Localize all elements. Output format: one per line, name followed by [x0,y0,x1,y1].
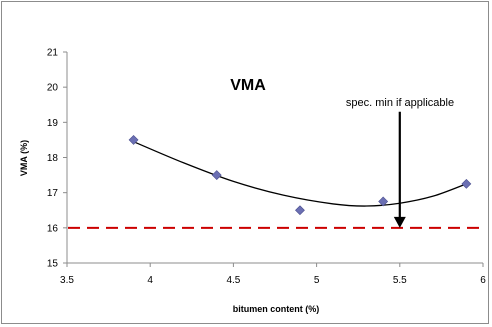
y-tick-label: 21 [47,48,59,59]
x-tick-label: 6 [480,275,486,286]
trendline [133,141,467,207]
y-tick-label: 19 [47,118,59,129]
annotation-arrowhead [393,216,406,228]
x-ticks: 3.5 4 4.5 5 5.5 6 [60,263,486,286]
y-tick-label: 16 [47,223,59,234]
y-tick-label: 17 [47,188,59,199]
y-tick-label: 15 [47,259,59,270]
data-point [128,134,139,145]
y-tick-label: 18 [47,153,59,164]
x-tick-label: 4 [147,275,153,286]
x-tick-label: 5 [314,275,320,286]
x-tick-label: 5.5 [393,275,407,286]
x-tick-label: 4.5 [226,275,240,286]
chart-frame [1,1,489,324]
data-point [461,178,472,189]
x-tick-label: 3.5 [60,275,74,286]
data-point [295,205,305,216]
data-points [128,134,472,216]
data-point [211,170,222,181]
y-tick-label: 20 [47,83,59,94]
chart-title: VMA [230,77,266,94]
data-point [378,196,389,207]
axes: 15 16 17 18 19 20 21 3.5 4 4.5 5 5.5 6 [47,48,486,287]
annotation-text: spec. min if applicable [346,97,454,109]
x-axis-title: bitumen content (%) [233,304,320,314]
y-ticks: 15 16 17 18 19 20 21 [47,48,67,270]
y-axis-title: VMA (%) [19,140,29,176]
